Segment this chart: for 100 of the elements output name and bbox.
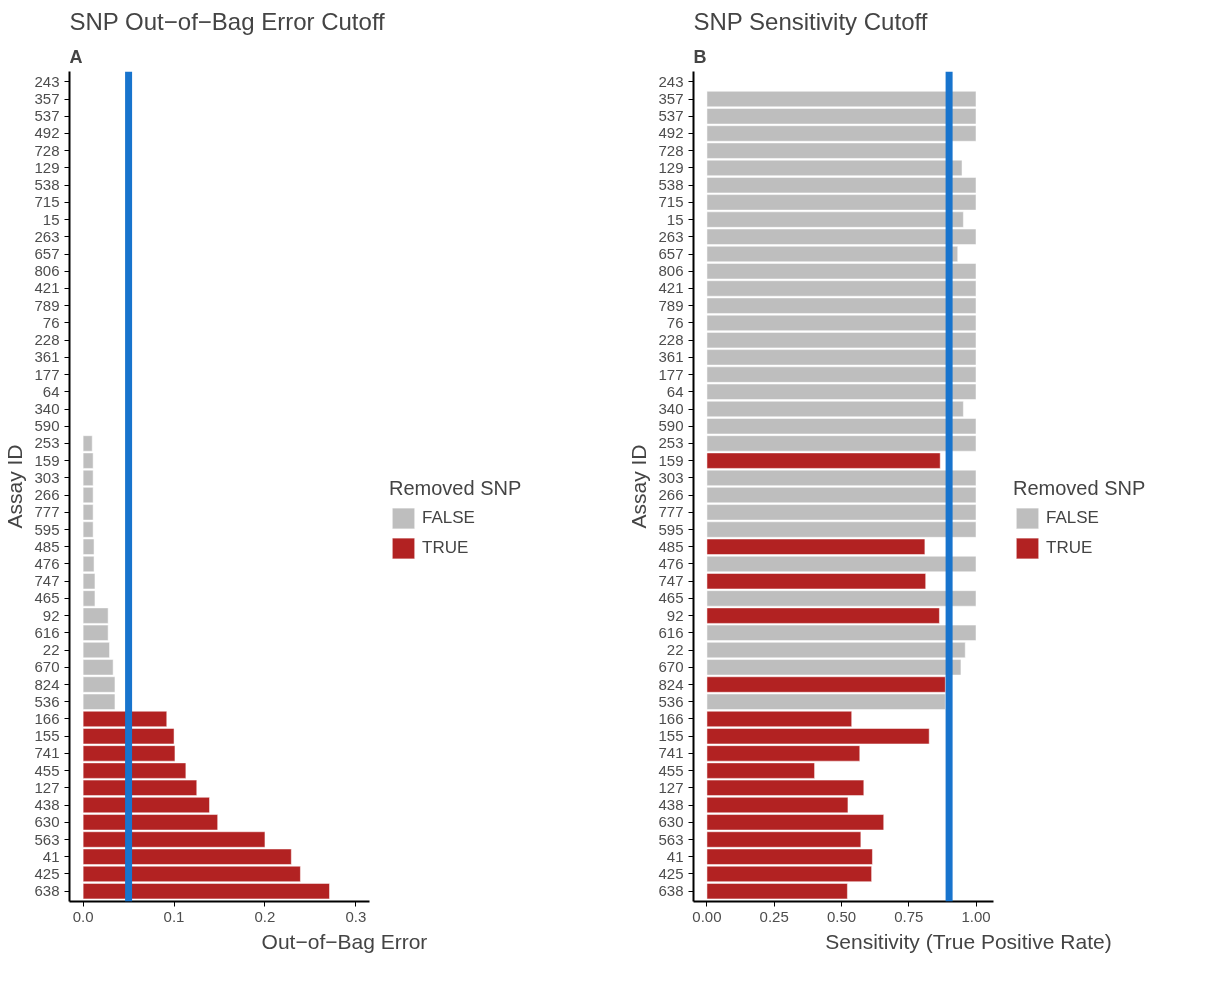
y-tick-label: 789 xyxy=(34,296,60,314)
y-tick-label: 266 xyxy=(34,486,60,504)
y-tick-label: 340 xyxy=(34,400,60,418)
y-tick-label: 22 xyxy=(666,641,684,659)
y-tick-label: 715 xyxy=(658,193,684,211)
x-tick-label: 0.1 xyxy=(163,907,185,925)
y-tick-label: 421 xyxy=(658,279,684,297)
y-tick-label: 425 xyxy=(34,864,60,882)
y-tick-label: 263 xyxy=(34,227,60,245)
y-tick-label: 806 xyxy=(658,262,684,280)
y-tick-label: 630 xyxy=(34,813,60,831)
y-axis-title: Assay ID xyxy=(3,444,27,529)
x-tick-label: 1.00 xyxy=(961,907,991,925)
x-tick-label: 0.25 xyxy=(759,907,789,925)
legend-label: FALSE xyxy=(1046,508,1099,528)
y-tick-label: 595 xyxy=(34,520,60,538)
y-tick-label: 590 xyxy=(34,417,60,435)
legend-title: Removed SNP xyxy=(1013,477,1146,500)
y-tick-label: 777 xyxy=(34,503,60,521)
y-tick-label: 15 xyxy=(42,210,60,228)
y-tick-label: 425 xyxy=(658,864,684,882)
y-tick-label: 538 xyxy=(658,176,684,194)
y-tick-label: 92 xyxy=(666,606,684,624)
y-tick-label: 492 xyxy=(658,124,684,142)
x-tick-label: 0.75 xyxy=(894,907,924,925)
y-tick-label: 22 xyxy=(42,641,60,659)
y-tick-label: 657 xyxy=(658,245,684,263)
y-tick-label: 76 xyxy=(666,313,684,331)
y-tick-label: 64 xyxy=(666,382,684,400)
y-tick-label: 485 xyxy=(34,537,60,555)
y-tick-label: 361 xyxy=(34,348,60,366)
y-tick-label: 127 xyxy=(34,778,60,796)
y-tick-label: 263 xyxy=(658,227,684,245)
y-tick-label: 465 xyxy=(34,589,60,607)
x-tick-label: 0.2 xyxy=(254,907,276,925)
x-tick-label: 0.50 xyxy=(826,907,857,925)
y-tick-label: 616 xyxy=(658,623,684,641)
legend-label: TRUE xyxy=(1046,538,1093,558)
y-tick-label: 127 xyxy=(658,778,684,796)
y-tick-label: 476 xyxy=(658,554,684,572)
x-tick-label: 0.0 xyxy=(72,907,94,925)
y-tick-label: 538 xyxy=(34,176,60,194)
y-tick-label: 616 xyxy=(34,623,60,641)
y-tick-label: 715 xyxy=(34,193,60,211)
y-tick-label: 266 xyxy=(658,486,684,504)
y-tick-label: 465 xyxy=(658,589,684,607)
y-tick-label: 64 xyxy=(42,382,60,400)
y-tick-label: 630 xyxy=(658,813,684,831)
y-tick-label: 657 xyxy=(34,245,60,263)
text: B xyxy=(693,46,707,67)
x-axis-title: Out−of−Bag Error xyxy=(261,929,428,953)
y-tick-label: 159 xyxy=(658,451,684,469)
y-tick-label: 741 xyxy=(658,744,684,762)
y-tick-label: 76 xyxy=(42,313,60,331)
y-tick-label: 243 xyxy=(658,72,684,90)
chart-title: SNP Out−of−Bag Error Cutoff xyxy=(69,7,386,35)
y-tick-label: 155 xyxy=(658,727,684,745)
y-tick-label: 438 xyxy=(34,796,60,814)
y-tick-label: 253 xyxy=(34,434,60,452)
y-tick-label: 243 xyxy=(34,72,60,90)
x-tick-label: 0.00 xyxy=(692,907,722,925)
y-tick-label: 159 xyxy=(34,451,60,469)
y-tick-label: 747 xyxy=(34,572,60,590)
y-tick-label: 303 xyxy=(658,468,684,486)
text: A xyxy=(69,46,83,67)
y-tick-label: 806 xyxy=(34,262,60,280)
legend-label: TRUE xyxy=(422,538,469,558)
y-tick-label: 253 xyxy=(658,434,684,452)
y-tick-label: 166 xyxy=(658,709,684,727)
y-tick-label: 485 xyxy=(658,537,684,555)
y-tick-label: 455 xyxy=(34,761,60,779)
y-tick-label: 129 xyxy=(658,158,684,176)
y-tick-label: 638 xyxy=(34,882,60,900)
y-tick-label: 421 xyxy=(34,279,60,297)
y-tick-label: 590 xyxy=(658,417,684,435)
y-tick-label: 340 xyxy=(658,400,684,418)
y-tick-label: 129 xyxy=(34,158,60,176)
y-tick-label: 563 xyxy=(34,830,60,848)
y-tick-label: 777 xyxy=(658,503,684,521)
y-tick-label: 41 xyxy=(666,847,684,865)
legend-label: FALSE xyxy=(422,508,475,528)
y-tick-label: 357 xyxy=(658,90,684,108)
y-tick-label: 741 xyxy=(34,744,60,762)
y-tick-label: 361 xyxy=(658,348,684,366)
y-tick-label: 670 xyxy=(658,658,684,676)
y-tick-label: 638 xyxy=(658,882,684,900)
y-tick-label: 537 xyxy=(34,107,60,125)
y-tick-label: 595 xyxy=(658,520,684,538)
y-tick-label: 166 xyxy=(34,709,60,727)
y-tick-label: 438 xyxy=(658,796,684,814)
y-tick-label: 177 xyxy=(34,365,60,383)
y-tick-label: 728 xyxy=(34,141,60,159)
legend-title: Removed SNP xyxy=(389,477,522,500)
y-tick-label: 303 xyxy=(34,468,60,486)
y-tick-label: 92 xyxy=(42,606,60,624)
y-tick-label: 824 xyxy=(658,675,684,693)
x-axis-title: Sensitivity (True Positive Rate) xyxy=(825,929,1112,953)
y-tick-label: 536 xyxy=(658,692,684,710)
y-tick-label: 824 xyxy=(34,675,60,693)
y-tick-label: 177 xyxy=(658,365,684,383)
